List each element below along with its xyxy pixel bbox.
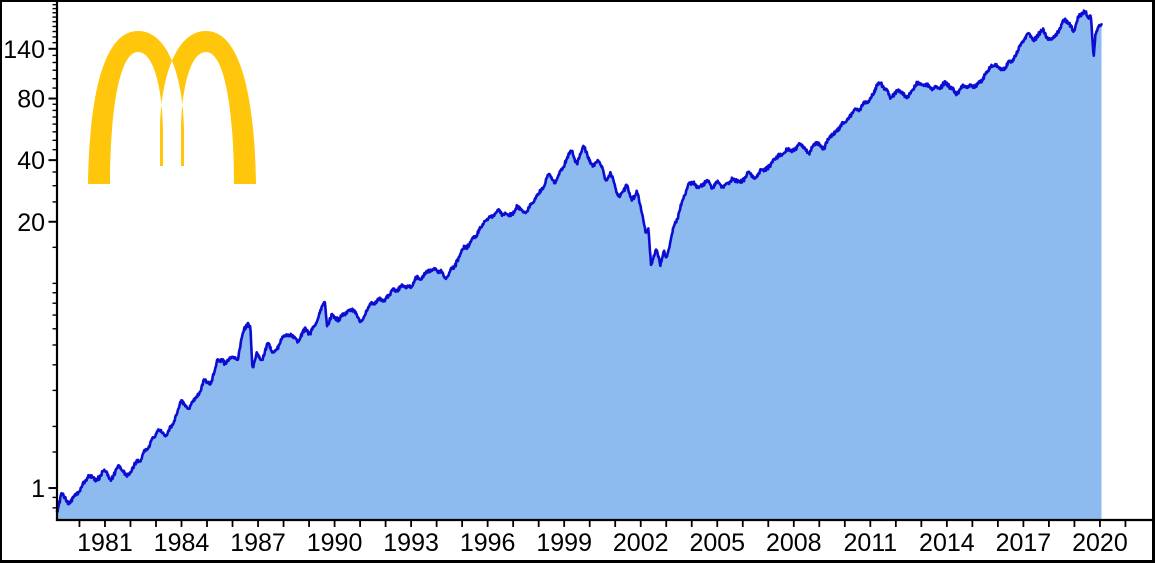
x-tick-label: 1996: [460, 529, 516, 557]
mcdonalds-logo: [88, 31, 256, 184]
x-tick-label: 1990: [307, 529, 363, 557]
price-area-group: [57, 10, 1102, 519]
golden-arches-icon: [88, 31, 256, 184]
y-tick-label: 20: [17, 209, 45, 237]
x-tick-label: 1993: [383, 529, 439, 557]
x-tick-label: 1999: [536, 529, 592, 557]
price-line-group: [55, 9, 1103, 513]
y-tick-label: 140: [3, 36, 45, 64]
x-tick-label: 2008: [766, 529, 822, 557]
x-tick-label: 1981: [77, 529, 133, 557]
x-tick-label: 2005: [689, 529, 745, 557]
x-axis-labels: 1981 1984 1987 1990 1993 1996 1999 2002 2005 2008…: [77, 529, 1128, 557]
x-tick-label: 1984: [154, 529, 210, 557]
y-tick-label: 1: [31, 475, 45, 503]
x-tick-label: 1987: [230, 529, 286, 557]
x-axis-ticks: [78, 521, 1127, 527]
price-area: [57, 10, 1102, 519]
x-tick-label: 2017: [996, 529, 1052, 557]
x-tick-label: 2002: [613, 529, 669, 557]
y-axis-ticks: [48, 3, 57, 509]
price-line: [55, 9, 1103, 513]
y-tick-label: 80: [17, 86, 45, 114]
x-tick-label: 2014: [919, 529, 975, 557]
x-tick-label: 2011: [843, 529, 897, 557]
x-tick-label: 2020: [1072, 529, 1128, 557]
y-tick-label: 40: [17, 147, 45, 175]
y-axis-labels: 1 20 40 80 140: [3, 36, 45, 503]
